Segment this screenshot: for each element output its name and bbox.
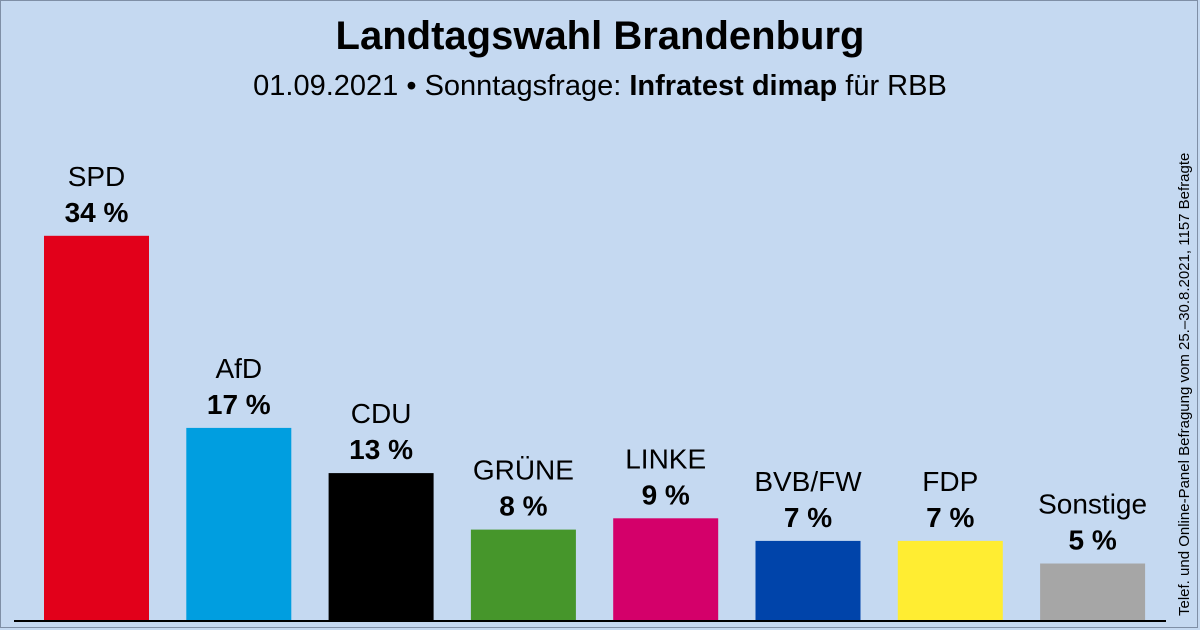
subtitle-institute: Infratest dimap bbox=[629, 70, 838, 102]
category-label-linke: LINKE bbox=[625, 443, 706, 474]
category-label-cdu: CDU bbox=[351, 398, 412, 429]
survey-note: Telef. und Online-Panel Befragung vom 25… bbox=[1176, 152, 1193, 616]
value-label-bvb-fw: 7 % bbox=[784, 502, 832, 533]
subtitle-date-question: 01.09.2021 • Sonntagsfrage: bbox=[253, 70, 630, 102]
value-label-spd: 34 % bbox=[65, 197, 129, 228]
bar-fdp bbox=[897, 540, 1003, 620]
category-label-bvb-fw: BVB/FW bbox=[754, 466, 862, 497]
bar-linke bbox=[613, 518, 719, 620]
category-label-gr-ne: GRÜNE bbox=[473, 455, 574, 486]
bar-cdu bbox=[328, 473, 434, 620]
bar-bvb-fw bbox=[755, 540, 861, 620]
category-label-spd: SPD bbox=[68, 161, 126, 192]
category-label-sonstige: Sonstige bbox=[1038, 489, 1147, 520]
bar-gr-ne bbox=[470, 529, 576, 620]
bar-sonstige bbox=[1040, 563, 1146, 620]
category-label-afd: AfD bbox=[215, 353, 262, 384]
value-label-cdu: 13 % bbox=[349, 434, 413, 465]
value-label-linke: 9 % bbox=[642, 479, 690, 510]
value-label-sonstige: 5 % bbox=[1068, 525, 1116, 556]
subtitle-client: für RBB bbox=[837, 70, 947, 102]
bar-afd bbox=[186, 427, 292, 620]
bar-chart: 34 % SPD 17 % AfD 13 % CDU 8 % GRÜNE 9 % LINKE 7 %… bbox=[14, 161, 1166, 622]
value-label-gr-ne: 8 % bbox=[499, 491, 547, 522]
chart-title: Landtagswahl Brandenburg bbox=[335, 14, 865, 58]
category-label-fdp: FDP bbox=[922, 466, 978, 497]
value-label-fdp: 7 % bbox=[926, 502, 974, 533]
chart-subtitle: 01.09.2021 • Sonntagsfrage: Infratest di… bbox=[0, 70, 1200, 103]
bar-spd bbox=[44, 235, 149, 621]
value-label-afd: 17 % bbox=[207, 389, 271, 420]
